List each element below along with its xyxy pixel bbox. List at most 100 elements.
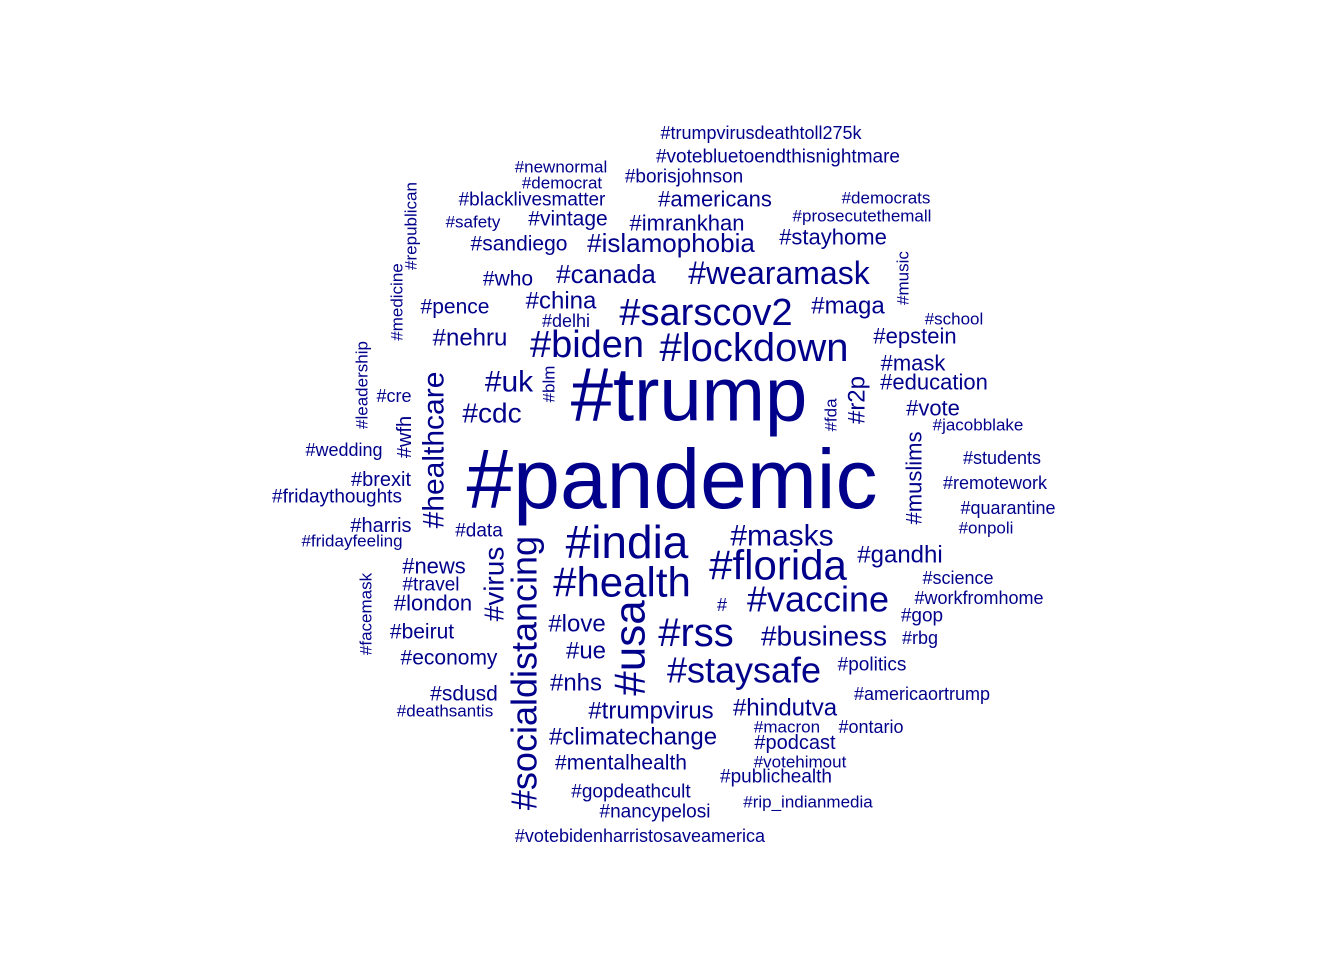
cloud-word: #wedding <box>305 440 382 460</box>
cloud-word: #rip_indianmedia <box>743 793 873 812</box>
cloud-word: #education <box>880 370 988 395</box>
cloud-word: #sandiego <box>471 233 568 256</box>
cloud-word: #americaortrump <box>854 684 990 704</box>
cloud-word: #beirut <box>390 621 454 644</box>
cloud-word: #economy <box>401 647 498 670</box>
cloud-word: #uk <box>485 366 534 399</box>
cloud-word: #votebluetoendthisnightmare <box>656 147 900 168</box>
cloud-word: #maga <box>811 293 885 320</box>
cloud-word: #science <box>922 568 993 588</box>
cloud-word: #safety <box>446 213 501 232</box>
cloud-word: #brexit <box>351 469 411 491</box>
cloud-word: #news <box>402 554 466 579</box>
cloud-word: #wearamask <box>688 255 870 291</box>
cloud-word: #r2p <box>844 376 871 424</box>
cloud-word: #vaccine <box>747 579 889 620</box>
cloud-word: #rss <box>658 611 734 655</box>
cloud-word: #prosecutethemall <box>793 207 932 226</box>
cloud-word: #travel <box>402 575 459 596</box>
cloud-word: #nhs <box>550 670 602 697</box>
cloud-word: #trump <box>571 353 808 438</box>
cloud-word: #epstein <box>873 324 956 349</box>
cloud-word: #healthcare <box>418 372 451 529</box>
cloud-word: #quarantine <box>960 498 1055 518</box>
cloud-word: #staysafe <box>667 650 821 691</box>
cloud-word: #socialdistancing <box>504 536 545 810</box>
cloud-word: #lockdown <box>659 326 848 370</box>
cloud-word: #deathsantis <box>397 702 493 721</box>
cloud-word: #leadership <box>353 341 372 429</box>
cloud-word: #mask <box>881 351 947 376</box>
cloud-word: #fridayfeeling <box>301 532 402 551</box>
cloud-word: #americans <box>658 187 772 212</box>
cloud-word: #pence <box>421 296 490 319</box>
cloud-word: #muslims <box>902 432 927 525</box>
cloud-word: #delhi <box>542 311 590 331</box>
cloud-word: #virus <box>479 547 510 622</box>
cloud-word: #stayhome <box>779 225 887 250</box>
cloud-word: #onpoli <box>959 519 1014 538</box>
cloud-word: #macron <box>754 718 820 737</box>
cloud-word: #workfromhome <box>914 588 1043 608</box>
cloud-word: #pandemic <box>467 432 878 526</box>
cloud-word: #florida <box>709 542 847 589</box>
cloud-word: #blacklivesmatter <box>459 190 606 211</box>
cloud-word: #hindutva <box>733 695 838 722</box>
cloud-word: #business <box>761 621 887 652</box>
cloud-word: #ontario <box>838 717 903 737</box>
cloud-word: #sarscov2 <box>619 292 792 334</box>
cloud-word: #canada <box>556 259 656 289</box>
cloud-word: #wfh <box>394 416 416 458</box>
cloud-word: #borisjohnson <box>625 167 743 188</box>
cloud-word: #vintage <box>528 208 607 231</box>
cloud-word: #nancypelosi <box>600 802 711 823</box>
cloud-word: #cdc <box>462 398 521 429</box>
cloud-word: #democrats <box>842 189 931 208</box>
cloud-word: #sdusd <box>430 683 498 706</box>
cloud-word: #school <box>925 310 984 329</box>
cloud-word: #mentalhealth <box>555 752 687 775</box>
cloud-word: #climatechange <box>549 724 717 751</box>
cloud-word: #gandhi <box>857 542 942 569</box>
cloud-word: #facemask <box>357 572 376 655</box>
cloud-word: #trumpvirus <box>588 698 713 725</box>
cloud-word: #nehru <box>433 325 508 352</box>
cloud-word: #usa <box>606 600 655 696</box>
cloud-word: #ue <box>566 638 606 665</box>
cloud-word: #music <box>894 251 913 305</box>
cloud-word: #gopdeathcult <box>571 782 691 803</box>
cloud-word: #masks <box>730 520 833 553</box>
cloud-word: #rbg <box>902 628 938 648</box>
cloud-word: #trumpvirusdeathtoll275k <box>660 123 862 143</box>
cloud-word: #harris <box>350 515 411 537</box>
cloud-word: #love <box>548 611 605 638</box>
cloud-word: #london <box>394 591 472 616</box>
cloud-word: #islamophobia <box>587 228 755 258</box>
cloud-word: #politics <box>838 655 907 676</box>
cloud-word: #podcast <box>754 732 836 754</box>
cloud-word: #gop <box>901 606 943 627</box>
cloud-word: #who <box>483 268 533 291</box>
cloud-word: #imrankhan <box>630 211 745 236</box>
cloud-word: #vote <box>906 396 960 421</box>
cloud-word: #jacobblake <box>933 416 1024 435</box>
cloud-word: #votehimout <box>754 753 847 772</box>
cloud-word: #fda <box>822 398 841 432</box>
cloud-word: #china <box>526 288 597 315</box>
cloud-word: #health <box>553 559 691 606</box>
cloud-word: #republican <box>402 182 421 270</box>
cloud-word: #india <box>566 516 689 568</box>
cloud-word: #fridaythoughts <box>272 487 402 508</box>
cloud-word: #biden <box>530 324 644 366</box>
cloud-word: #publichealth <box>720 767 832 788</box>
cloud-word: #newnormal <box>515 158 608 177</box>
cloud-word: #democrat <box>522 174 603 193</box>
cloud-word: #remotework <box>943 473 1048 493</box>
cloud-word: #data <box>455 521 503 542</box>
cloud-word: #medicine <box>388 263 407 341</box>
cloud-word: # <box>717 595 727 615</box>
cloud-word: #students <box>963 448 1041 468</box>
cloud-word: #blm <box>540 366 559 403</box>
cloud-word: #cre <box>376 386 411 406</box>
